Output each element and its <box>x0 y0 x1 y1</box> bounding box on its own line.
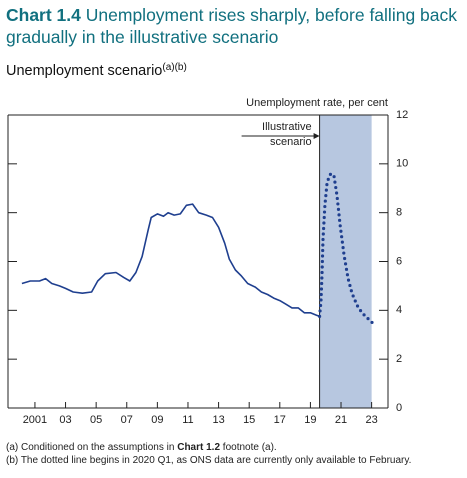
footnotes: (a) Conditioned on the assumptions in Ch… <box>6 441 411 467</box>
y-tick-label: 0 <box>396 402 402 414</box>
x-tick-label: 19 <box>304 414 316 426</box>
footnote-text: (a) Conditioned on the assumptions in <box>6 442 178 453</box>
x-tick-label: 03 <box>59 414 71 426</box>
x-tick-label: 07 <box>121 414 133 426</box>
x-tick-label: 17 <box>274 414 286 426</box>
x-tick-label: 2001 <box>23 414 47 426</box>
footnote-text: footnote (a). <box>220 442 277 453</box>
chart-number: Chart 1.4 <box>6 5 81 25</box>
x-tick-label: 05 <box>90 414 102 426</box>
footnote-text: (b) The dotted line begins in 2020 Q1, a… <box>6 455 412 466</box>
title-block: Chart 1.4 Unemployment rises sharply, be… <box>6 4 464 48</box>
x-tick-label: 23 <box>365 414 377 426</box>
footnote-text: Chart 1.2 <box>177 442 221 453</box>
chart-title: Unemployment rises sharply, before falli… <box>6 5 457 47</box>
series-line <box>21 203 320 318</box>
annotation: scenario <box>270 136 312 148</box>
x-tick-label: 13 <box>212 414 224 426</box>
y-tick-label: 12 <box>396 109 408 121</box>
y-tick-label: 10 <box>396 158 408 170</box>
x-tick-label: 11 <box>182 414 193 426</box>
subtitle-notes: (a)(b) <box>162 62 186 73</box>
x-tick-label: 09 <box>151 414 163 426</box>
y-tick-label: 8 <box>396 207 402 219</box>
annotation-arrowhead <box>313 133 320 139</box>
x-tick-label: 21 <box>335 414 347 426</box>
y-tick-label: 2 <box>396 353 402 365</box>
x-tick-label: 15 <box>243 414 255 426</box>
footnote: (a) Conditioned on the assumptions in Ch… <box>6 441 411 454</box>
series-line <box>318 172 374 325</box>
y-tick-label: 6 <box>396 255 402 267</box>
y-axis-label: Unemployment rate, per cent <box>246 97 388 109</box>
chart: Unemployment scenario(a)(b) Unemployment… <box>6 62 408 426</box>
annotation: Illustrative <box>262 121 312 133</box>
footnote: (b) The dotted line begins in 2020 Q1, a… <box>6 454 411 467</box>
y-tick-label: 4 <box>396 304 402 316</box>
chart-subtitle: Unemployment scenario(a)(b) <box>6 62 187 79</box>
scenario-shade <box>319 115 372 408</box>
subtitle-text: Unemployment scenario <box>6 63 162 79</box>
